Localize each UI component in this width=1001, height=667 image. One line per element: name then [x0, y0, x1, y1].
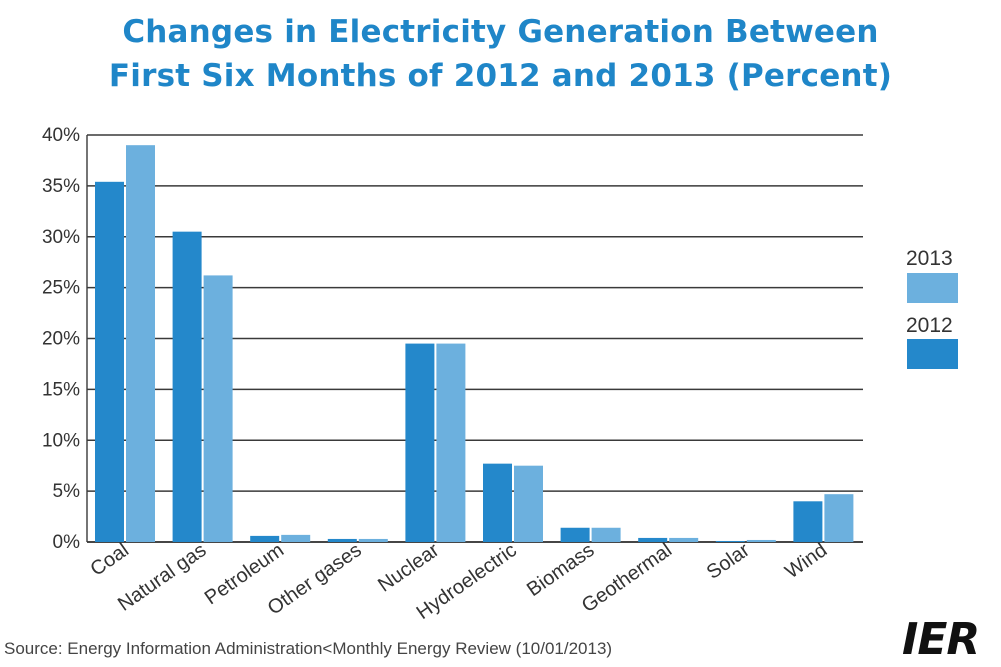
bar-2012-wind — [793, 501, 823, 542]
y-tick-label: 25% — [42, 278, 80, 299]
y-tick-label: 30% — [42, 227, 80, 248]
legend-swatch-2012 — [907, 339, 958, 369]
chart-title-line-1: Changes in Electricity Generation Betwee… — [122, 14, 879, 50]
bar-2012-nuclear — [405, 343, 435, 542]
bar-2013-nuclear — [436, 343, 466, 542]
bar-2013-hydroelectric — [514, 465, 543, 542]
y-tick-label: 5% — [53, 481, 81, 502]
bar-2012-natural-gas — [172, 231, 202, 542]
y-tick-label: 35% — [42, 176, 80, 197]
bar-2013-coal — [126, 145, 155, 543]
bar-2013-natural-gas — [203, 275, 233, 542]
x-tick-label: Coal — [87, 539, 133, 581]
bar-2013-geothermal — [669, 537, 699, 542]
bar-2012-coal — [95, 181, 124, 542]
bar-2013-solar — [746, 539, 776, 542]
legend-label-2012: 2012 — [906, 314, 953, 337]
ier-logo: IER — [902, 614, 980, 665]
bar-2012-geothermal — [638, 537, 668, 542]
y-tick-label: 15% — [42, 379, 80, 400]
y-tick-label: 20% — [42, 329, 80, 350]
bar-2012-other-gases — [327, 538, 357, 542]
x-tick-label: Wind — [781, 539, 831, 583]
chart-title-line-2: First Six Months of 2012 and 2013 (Perce… — [108, 58, 893, 94]
x-tick-label: Natural gas — [114, 539, 210, 616]
bar-2012-petroleum — [250, 535, 280, 542]
bar-2012-hydroelectric — [483, 463, 512, 542]
bar-2013-biomass — [591, 527, 621, 542]
source-note: Source: Energy Information Administratio… — [4, 639, 613, 658]
x-tick-label: Nuclear — [374, 539, 443, 597]
bar-2013-other-gases — [358, 538, 388, 542]
bar-2013-wind — [824, 494, 854, 542]
bar-2012-solar — [715, 540, 745, 542]
bar-2013-petroleum — [281, 534, 311, 542]
legend-label-2013: 2013 — [906, 247, 953, 270]
y-tick-label: 40% — [42, 125, 80, 146]
y-tick-label: 10% — [42, 430, 80, 451]
bar-2012-biomass — [560, 527, 590, 542]
chart-title: Changes in Electricity Generation Betwee… — [0, 10, 1001, 98]
y-tick-label: 0% — [53, 532, 81, 553]
legend-swatch-2013 — [907, 273, 958, 303]
x-tick-label: Solar — [703, 539, 754, 584]
